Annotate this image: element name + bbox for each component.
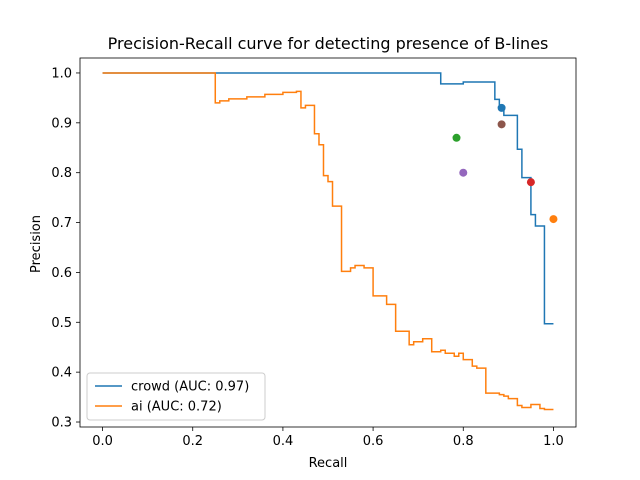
y-axis-label: Precision (29, 215, 44, 273)
y-tick-label: 0.9 (51, 116, 72, 131)
y-tick-label: 0.5 (51, 316, 72, 331)
legend-box (86, 372, 266, 421)
scatter-point-2 (549, 215, 558, 224)
legend-label-ai: ai (AUC: 0.72) (131, 400, 222, 415)
chart-title: Precision-Recall curve for detecting pre… (108, 34, 549, 53)
legend: crowd (AUC: 0.97) ai (AUC: 0.72) (86, 372, 266, 421)
y-axis: 0.3 0.4 0.5 0.6 0.7 0.8 0.9 1.0 (51, 66, 80, 431)
y-tick-label: 0.4 (51, 366, 72, 381)
y-tick-label: 1.0 (51, 66, 72, 81)
series-line-crowd (102, 72, 554, 325)
x-tick-label: 1.0 (543, 434, 564, 449)
x-axis-label: Recall (309, 456, 348, 471)
x-tick-label: 0.4 (273, 434, 294, 449)
y-tick-label: 0.3 (51, 416, 72, 431)
x-axis: 0.0 0.2 0.4 0.6 0.8 1.0 (92, 427, 564, 449)
axes-frame (79, 57, 577, 428)
y-tick-label: 0.6 (51, 266, 72, 281)
y-tick-label: 0.7 (51, 216, 72, 231)
scatter-point-4 (526, 178, 535, 187)
x-tick-label: 0.2 (182, 434, 203, 449)
scatter-point-6 (497, 120, 506, 129)
plot-area (79, 57, 577, 428)
scatter-point-3 (452, 133, 461, 142)
scatter-point-1 (497, 103, 506, 112)
legend-label-crowd: crowd (AUC: 0.97) (131, 380, 249, 395)
x-tick-label: 0.0 (92, 434, 113, 449)
x-tick-label: 0.6 (363, 434, 384, 449)
scatter-point-5 (459, 168, 468, 177)
series-line-ai (102, 72, 554, 411)
x-tick-label: 0.8 (453, 434, 474, 449)
y-tick-label: 0.8 (51, 166, 72, 181)
